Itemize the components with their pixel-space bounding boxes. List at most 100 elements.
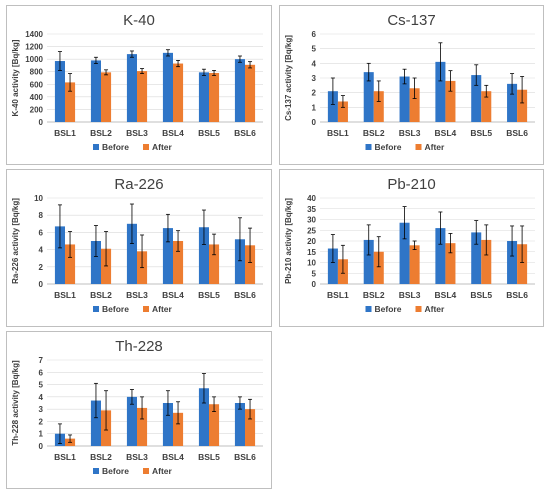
bar-before-bsl4 xyxy=(162,52,173,122)
bar-after-bsl1 xyxy=(337,101,348,122)
legend-swatch-after xyxy=(143,144,149,150)
x-tick-label: BSL6 xyxy=(506,290,528,300)
x-tick-label: BSL3 xyxy=(399,290,421,300)
x-tick-label: BSL4 xyxy=(162,452,184,462)
chart-title: K-40 xyxy=(123,12,155,29)
bar-after-bsl3 xyxy=(137,407,148,446)
y-tick-label: 15 xyxy=(307,248,316,257)
bar-after-bsl3 xyxy=(409,245,420,284)
bar-before-bsl6 xyxy=(234,403,245,446)
bar-before-bsl3 xyxy=(399,222,410,284)
x-tick-label: BSL5 xyxy=(470,128,492,138)
x-tick-label: BSL3 xyxy=(399,128,421,138)
y-tick-label: 5 xyxy=(39,381,44,390)
y-tick-label: 1 xyxy=(39,430,44,439)
legend-label-before: Before xyxy=(375,304,402,314)
x-tick-label: BSL3 xyxy=(126,290,148,300)
chart-panel-ra226: Ra-226 Ra-226 activity [Bq/kg] 0 2 4 6 8 10 BSL1… xyxy=(6,169,272,327)
bar-after-bsl6 xyxy=(517,244,528,284)
y-tick-label: 25 xyxy=(307,226,316,235)
legend-label-after: After xyxy=(152,466,173,476)
bar-before-bsl5 xyxy=(198,72,209,122)
bar-after-bsl4 xyxy=(445,243,456,284)
x-tick-label: BSL2 xyxy=(90,290,112,300)
y-tick-label: 1000 xyxy=(25,55,43,64)
chart-ra226: Ra-226 Ra-226 activity [Bq/kg] 0 2 4 6 8 10 BSL1… xyxy=(11,176,263,314)
legend-label-after: After xyxy=(152,142,173,152)
chart-th228: Th-228 Th-228 activity [Bq/kg] 0 1 2 3 4 5 6 7 BSL… xyxy=(11,338,263,476)
x-tick-label: BSL5 xyxy=(198,290,220,300)
bar-before-bsl6 xyxy=(507,241,518,284)
bar-after-bsl4 xyxy=(173,412,184,446)
bar-after-bsl5 xyxy=(209,244,220,284)
x-tick-label: BSL6 xyxy=(234,452,256,462)
y-tick-label: 400 xyxy=(30,93,44,102)
bar-after-bsl5 xyxy=(481,239,492,284)
y-tick-label: 35 xyxy=(307,205,316,214)
bar-before-bsl1 xyxy=(327,91,338,122)
legend-swatch-after xyxy=(415,144,422,150)
y-tick-label: 2 xyxy=(39,263,44,272)
y-tick-label: 6 xyxy=(39,368,44,377)
y-axis-label: Th-228 activity [Bq/kg] xyxy=(11,360,20,446)
y-axis-label: Cs-137 activity [Bq/kg] xyxy=(284,35,293,121)
bar-before-bsl2 xyxy=(90,400,101,446)
y-axis-label: Pb-210 activity [Bq/kg] xyxy=(284,198,293,284)
y-tick-label: 7 xyxy=(39,356,44,365)
x-tick-label: BSL1 xyxy=(54,128,76,138)
bar-before-bsl5 xyxy=(198,227,209,284)
bar-after-bsl1 xyxy=(65,244,76,284)
y-tick-label: 6 xyxy=(39,228,44,237)
y-tick-label: 4 xyxy=(312,59,317,68)
y-tick-label: 3 xyxy=(312,74,317,83)
legend-label-before: Before xyxy=(375,142,402,152)
y-tick-label: 800 xyxy=(30,68,44,77)
bar-before-bsl3 xyxy=(126,396,137,446)
bar-before-bsl1 xyxy=(54,61,65,122)
x-tick-label: BSL4 xyxy=(162,290,184,300)
bar-before-bsl1 xyxy=(54,226,65,284)
x-tick-label: BSL5 xyxy=(470,290,492,300)
x-tick-label: BSL2 xyxy=(90,128,112,138)
x-tick-label: BSL2 xyxy=(363,290,385,300)
bar-before-bsl6 xyxy=(234,239,245,284)
bar-after-bsl6 xyxy=(245,64,256,122)
chart-title: Th-228 xyxy=(115,338,163,355)
x-tick-label: BSL6 xyxy=(234,128,256,138)
bar-after-bsl4 xyxy=(445,80,456,122)
bar-before-bsl3 xyxy=(126,223,137,284)
bar-before-bsl3 xyxy=(126,54,137,122)
y-tick-label: 6 xyxy=(312,30,317,39)
y-tick-label: 5 xyxy=(312,45,317,54)
x-tick-label: BSL4 xyxy=(162,128,184,138)
y-tick-label: 2 xyxy=(312,89,317,98)
bar-before-bsl5 xyxy=(471,75,482,122)
y-tick-label: 0 xyxy=(39,280,44,289)
y-tick-label: 600 xyxy=(30,80,44,89)
legend-swatch-before xyxy=(93,468,99,474)
y-tick-label: 10 xyxy=(307,259,316,268)
bar-before-bsl2 xyxy=(90,241,101,284)
bar-before-bsl4 xyxy=(435,61,446,122)
y-tick-label: 4 xyxy=(39,246,44,255)
legend-swatch-before xyxy=(93,306,99,312)
bar-before-bsl3 xyxy=(399,76,410,122)
y-tick-label: 1400 xyxy=(25,30,43,39)
chart-k40: K-40 K-40 activity [Bq/kg] 0 200 400 600 800 10… xyxy=(11,12,263,152)
y-axis-label: Ra-226 activity [Bq/kg] xyxy=(11,198,20,284)
chart-panel-pb210: Pb-210 Pb-210 activity [Bq/kg] 0 5 10 15 20 25 3… xyxy=(279,169,544,327)
bar-before-bsl2 xyxy=(90,60,101,122)
bar-before-bsl5 xyxy=(471,232,482,284)
x-tick-label: BSL5 xyxy=(198,128,220,138)
y-tick-label: 0 xyxy=(312,280,317,289)
x-tick-label: BSL2 xyxy=(363,128,385,138)
y-tick-label: 1200 xyxy=(25,43,43,52)
x-tick-label: BSL1 xyxy=(327,128,349,138)
bar-before-bsl6 xyxy=(507,83,518,122)
bar-after-bsl2 xyxy=(373,251,384,284)
bar-after-bsl2 xyxy=(101,248,112,284)
bar-after-bsl5 xyxy=(481,91,492,122)
y-tick-label: 200 xyxy=(30,105,44,114)
y-tick-label: 4 xyxy=(39,393,44,402)
